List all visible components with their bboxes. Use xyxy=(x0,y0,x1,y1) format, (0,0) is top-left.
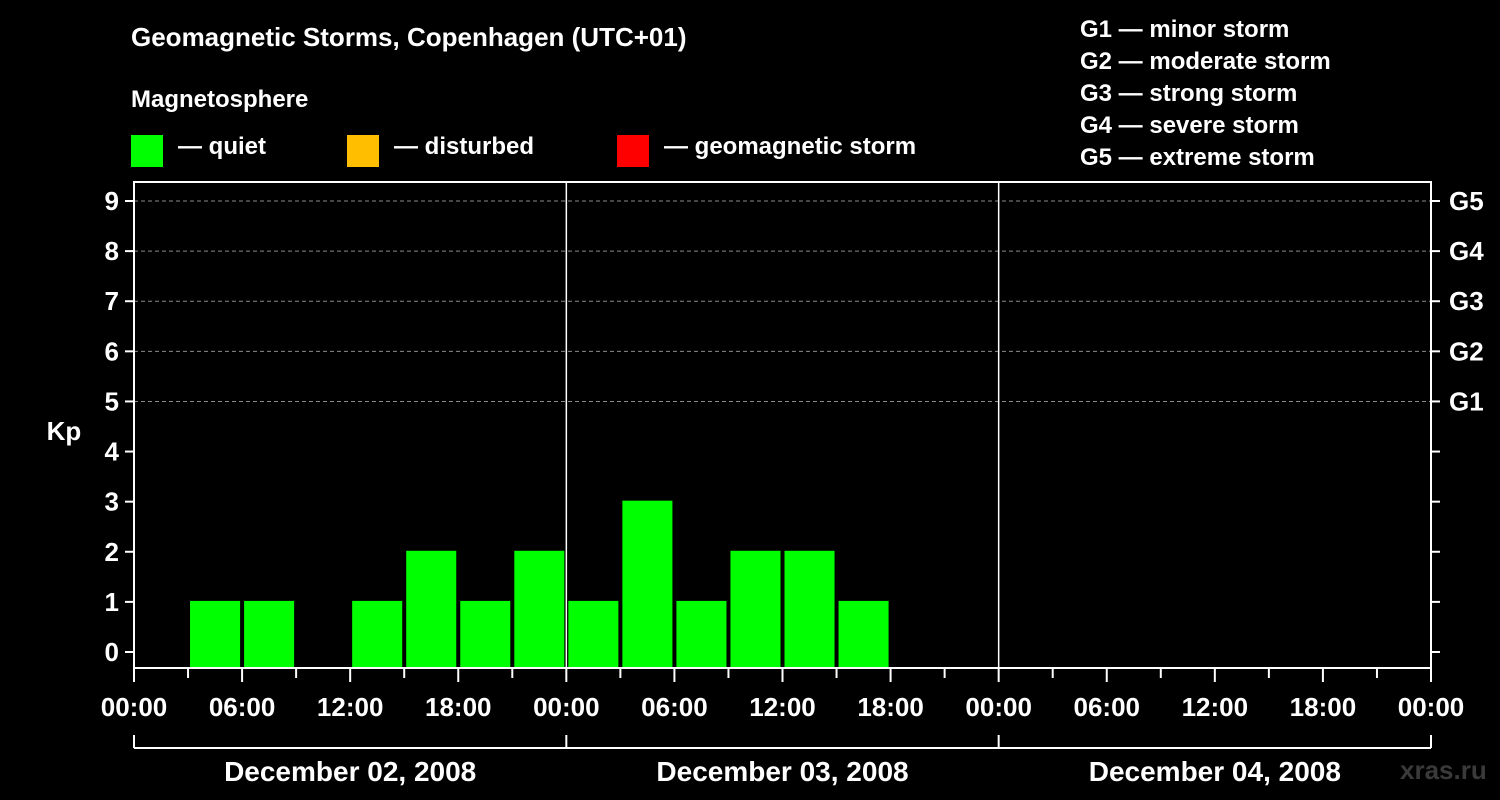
y-tick-label-4: 4 xyxy=(105,437,120,467)
x-tick-label-11: 18:00 xyxy=(1290,692,1357,722)
x-tick-label-3: 18:00 xyxy=(425,692,492,722)
date-label-2: December 04, 2008 xyxy=(1089,756,1341,787)
x-tick-label-2: 12:00 xyxy=(317,692,384,722)
y-tick-label-5: 5 xyxy=(105,386,119,416)
legend-disturbed-swatch xyxy=(347,135,379,167)
g-level-label-g2: G2 xyxy=(1449,336,1484,366)
y-axis-label: Kp xyxy=(47,416,82,446)
x-tick-label-5: 06:00 xyxy=(641,692,708,722)
x-tick-label-7: 18:00 xyxy=(857,692,924,722)
kp-bar-1 xyxy=(244,600,295,668)
legend-storm-swatch xyxy=(617,135,649,167)
legend-quiet-label: — quiet xyxy=(178,133,266,160)
x-tick-label-12: 00:00 xyxy=(1398,692,1465,722)
date-label-1: December 03, 2008 xyxy=(656,756,908,787)
date-label-0: December 02, 2008 xyxy=(224,756,476,787)
kp-bar-3 xyxy=(406,550,457,668)
kp-bar-2 xyxy=(352,600,403,668)
y-tick-label-0: 0 xyxy=(105,637,119,667)
g-level-label-g4: G4 xyxy=(1449,236,1484,266)
kp-bar-8 xyxy=(676,600,727,668)
kp-bar-7 xyxy=(622,500,673,668)
x-tick-label-9: 06:00 xyxy=(1074,692,1141,722)
g-level-label-g5: G5 xyxy=(1449,186,1484,216)
y-tick-label-9: 9 xyxy=(105,186,119,216)
y-tick-label-7: 7 xyxy=(105,286,119,316)
kp-bar-9 xyxy=(730,550,781,668)
x-tick-label-4: 00:00 xyxy=(533,692,600,722)
x-tick-label-0: 00:00 xyxy=(101,692,168,722)
chart-title: Geomagnetic Storms, Copenhagen (UTC+01) xyxy=(131,22,687,52)
x-tick-label-8: 00:00 xyxy=(965,692,1032,722)
x-tick-label-1: 06:00 xyxy=(209,692,276,722)
x-tick-label-10: 12:00 xyxy=(1182,692,1249,722)
g-scale-item-g1: G1 — minor storm xyxy=(1080,16,1290,43)
y-tick-label-8: 8 xyxy=(105,236,119,266)
g-scale-item-g3: G3 — strong storm xyxy=(1080,80,1298,107)
y-tick-label-6: 6 xyxy=(105,336,119,366)
y-tick-label-3: 3 xyxy=(105,487,119,517)
kp-bar-10 xyxy=(784,550,835,668)
kp-bar-6 xyxy=(568,600,619,668)
g-scale-item-g2: G2 — moderate storm xyxy=(1080,48,1331,75)
g-level-label-g3: G3 xyxy=(1449,286,1484,316)
kp-bar-11 xyxy=(838,600,889,668)
kp-bar-5 xyxy=(514,550,565,668)
x-tick-label-6: 12:00 xyxy=(749,692,816,722)
legend-disturbed-label: — disturbed xyxy=(394,133,535,160)
g-scale-legend: G1 — minor storm G2 — moderate storm G3 … xyxy=(1080,14,1331,174)
magnetosphere-heading: Magnetosphere xyxy=(131,86,309,113)
legend-storm-label: — geomagnetic storm xyxy=(664,133,917,160)
g-scale-item-g5: G5 — extreme storm xyxy=(1080,144,1315,171)
g-level-label-g1: G1 xyxy=(1449,386,1484,416)
kp-bar-4 xyxy=(460,600,511,668)
plot-frame xyxy=(133,181,1432,669)
watermark: xras.ru xyxy=(1400,755,1487,785)
g-scale-item-g4: G4 — severe storm xyxy=(1080,112,1299,139)
kp-bar-0 xyxy=(190,600,241,668)
y-tick-label-1: 1 xyxy=(105,587,119,617)
y-tick-label-2: 2 xyxy=(105,537,119,567)
legend-quiet-swatch xyxy=(131,135,163,167)
